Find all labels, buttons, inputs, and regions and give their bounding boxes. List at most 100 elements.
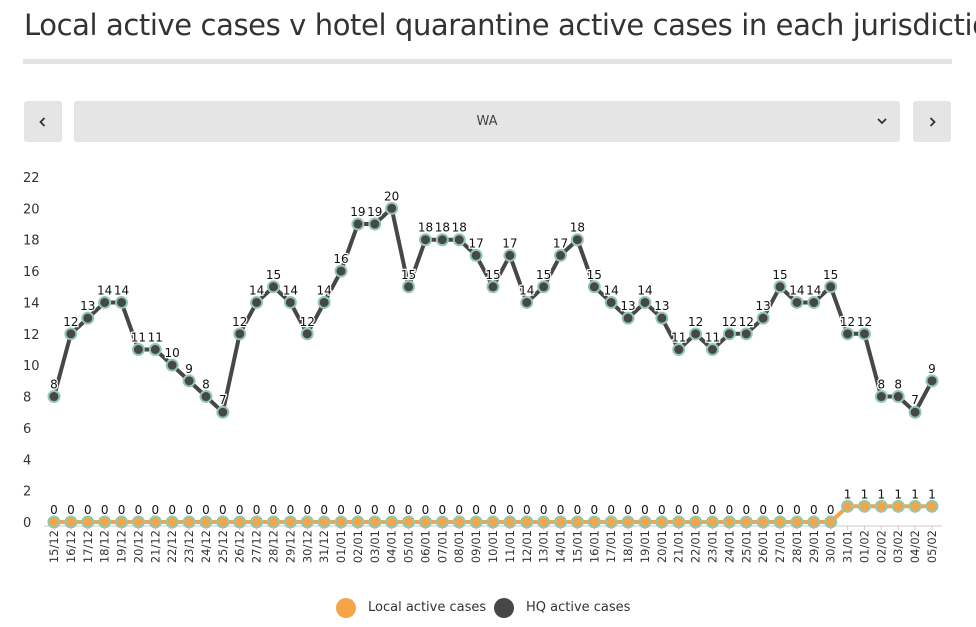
legend-item-hq[interactable]: HQ active cases xyxy=(494,597,644,621)
local-cases-data-label: 0 xyxy=(320,503,328,517)
local-cases-data-label: 0 xyxy=(270,503,278,517)
hq-cases-marker xyxy=(199,390,213,404)
local-cases-marker xyxy=(756,515,770,529)
hq-cases-marker xyxy=(317,295,331,309)
hq-cases-marker xyxy=(233,327,247,341)
hq-cases-marker xyxy=(469,248,483,262)
local-cases-data-label: 0 xyxy=(810,503,818,517)
hq-cases-marker xyxy=(368,217,382,231)
local-cases-data-label: 0 xyxy=(726,503,734,517)
x-tick-label: 06/01 xyxy=(418,530,432,563)
x-tick-label: 25/01 xyxy=(739,530,753,563)
hq-cases-data-label: 17 xyxy=(553,236,568,250)
jurisdiction-select[interactable]: WA xyxy=(74,101,900,142)
hq-cases-data-label: 15 xyxy=(266,268,281,282)
hq-cases-marker xyxy=(925,374,939,388)
hq-cases-data-label: 11 xyxy=(148,331,163,345)
x-tick-label: 27/12 xyxy=(250,530,264,563)
hq-cases-data-label: 12 xyxy=(232,315,247,329)
hq-cases-data-label: 14 xyxy=(519,283,534,297)
local-cases-marker xyxy=(706,515,719,529)
local-cases-data-label: 0 xyxy=(675,503,683,517)
x-axis: 15/12 16/12 17/12 18/12 19/12 20/12 21/12 22/12… xyxy=(44,525,942,563)
hq-cases-data-label: 8 xyxy=(894,378,902,392)
local-cases-data-label: 1 xyxy=(928,487,936,501)
hq-cases-marker xyxy=(402,280,416,294)
x-tick-label: 17/12 xyxy=(81,530,95,563)
hq-cases-marker xyxy=(841,327,855,341)
hq-cases-marker xyxy=(857,327,871,341)
x-tick-label: 30/12 xyxy=(300,530,314,563)
hq-cases-data-label: 15 xyxy=(823,268,838,282)
local-cases-marker xyxy=(790,515,804,529)
x-tick-label: 24/12 xyxy=(199,530,213,563)
hq-cases-data-label: 16 xyxy=(333,252,348,266)
x-tick-label: 04/02 xyxy=(908,530,922,563)
local-cases-data-label: 0 xyxy=(405,503,413,517)
hq-cases-data-label: 15 xyxy=(401,268,416,282)
y-tick-label: 20 xyxy=(23,202,40,217)
local-cases-data-label: 1 xyxy=(894,487,902,501)
local-cases-marker xyxy=(452,515,466,529)
hq-cases-marker xyxy=(638,295,652,309)
hq-cases-data-label: 12 xyxy=(300,315,315,329)
local-cases-data-label: 0 xyxy=(574,503,582,517)
local-cases-marker xyxy=(587,515,601,529)
hq-cases-data-label: 8 xyxy=(202,378,210,392)
hq-cases-data-label: 15 xyxy=(485,268,500,282)
page-title: Local active cases v hotel quarantine ac… xyxy=(24,8,976,42)
hq-cases-marker xyxy=(98,295,112,309)
local-cases-data-label: 0 xyxy=(641,503,649,517)
hq-cases-marker xyxy=(165,358,179,372)
hq-cases-data-label: 7 xyxy=(911,393,919,407)
hq-cases-data-label: 14 xyxy=(806,283,821,297)
local-cases-marker xyxy=(98,515,112,529)
y-tick-label: 8 xyxy=(23,391,31,406)
y-tick-label: 0 xyxy=(23,516,31,531)
hq-cases-data-label: 9 xyxy=(928,362,936,376)
local-cases-marker xyxy=(283,515,297,529)
x-tick-label: 09/01 xyxy=(469,530,483,563)
hq-cases-data-label: 15 xyxy=(536,268,551,282)
hq-cases-data-label: 12 xyxy=(63,315,78,329)
x-tick-label: 03/02 xyxy=(891,530,905,563)
y-axis: 0 2 4 6 8 10 12 14 16 18 20 22 xyxy=(23,171,40,531)
x-tick-label: 01/01 xyxy=(334,530,348,563)
local-cases-data-label: 0 xyxy=(827,503,835,517)
hq-cases-marker xyxy=(435,233,449,247)
x-tick-label: 11/01 xyxy=(503,530,517,563)
legend-label-local: Local active cases xyxy=(368,600,487,615)
previous-jurisdiction-button[interactable] xyxy=(24,101,62,142)
local-cases-data-label: 0 xyxy=(202,503,210,517)
y-tick-label: 6 xyxy=(23,422,31,437)
x-tick-label: 15/01 xyxy=(570,530,584,563)
x-tick-label: 16/12 xyxy=(64,530,78,563)
local-cases-marker xyxy=(537,515,551,529)
hq-cases-data-label: 13 xyxy=(654,299,669,313)
y-tick-label: 16 xyxy=(23,265,40,280)
x-tick-label: 18/12 xyxy=(98,530,112,563)
local-cases-data-label: 0 xyxy=(303,503,311,517)
local-cases-data-label: 0 xyxy=(168,503,176,517)
next-jurisdiction-button[interactable] xyxy=(913,101,951,142)
local-cases-marker xyxy=(300,515,314,529)
local-cases-marker xyxy=(486,515,500,529)
local-cases-marker xyxy=(874,499,888,513)
legend-item-local[interactable]: Local active cases xyxy=(336,597,496,621)
hq-cases-data-label: 14 xyxy=(317,283,332,297)
local-cases-data-label: 0 xyxy=(236,503,244,517)
local-cases-marker xyxy=(351,515,365,529)
local-cases-marker xyxy=(554,515,568,529)
hq-cases-data-label: 7 xyxy=(219,393,227,407)
hq-cases-data-label: 14 xyxy=(637,283,652,297)
hq-cases-marker xyxy=(874,390,888,404)
local-cases-data-label: 1 xyxy=(911,487,919,501)
x-tick-label: 10/01 xyxy=(486,530,500,563)
x-tick-label: 08/01 xyxy=(452,530,466,563)
x-tick-label: 22/12 xyxy=(165,530,179,563)
local-cases-data-label: 1 xyxy=(844,487,852,501)
local-cases-data-label: 0 xyxy=(692,503,700,517)
local-cases-marker xyxy=(824,515,838,529)
hq-cases-data-label: 11 xyxy=(131,331,146,345)
hq-cases-marker xyxy=(385,201,399,215)
